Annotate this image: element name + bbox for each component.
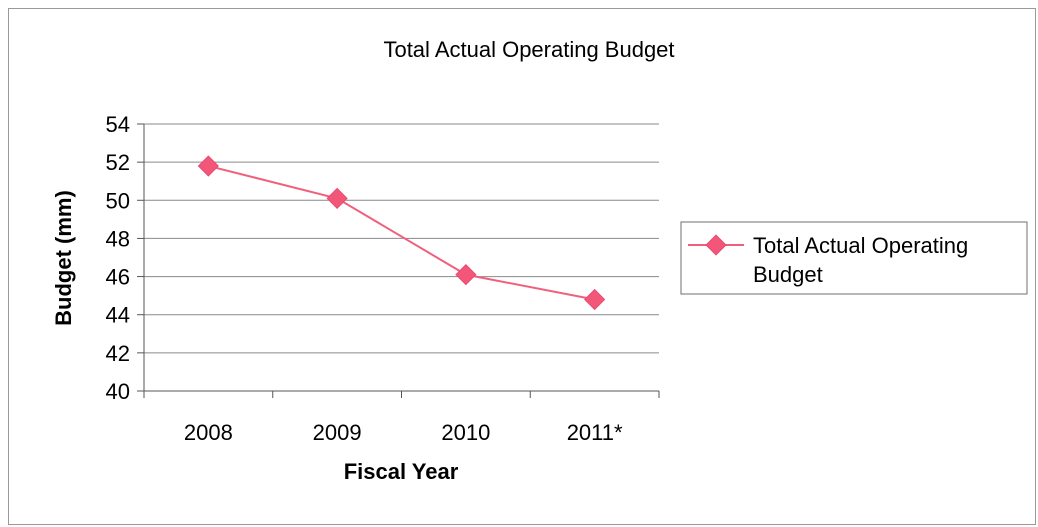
legend-box: [680, 221, 1028, 295]
data-point-marker: [326, 187, 348, 209]
y-tick-label: 52: [106, 150, 130, 175]
y-tick-label: 50: [106, 188, 130, 213]
x-tick-label: 2010: [441, 420, 490, 445]
y-tick-label: 40: [106, 379, 130, 404]
data-point-marker: [197, 155, 219, 177]
x-axis-title: Fiscal Year: [344, 459, 459, 484]
y-tick-label: 44: [106, 303, 130, 328]
x-tick-labels: 2008 2009 2010 2011*: [184, 420, 623, 445]
series-group: [197, 155, 606, 311]
series-line: [208, 164, 595, 301]
chart-title: Total Actual Operating Budget: [383, 37, 674, 62]
axes: [137, 123, 660, 398]
legend-label-line1: Total Actual Operating: [753, 233, 968, 258]
x-tick-label: 2008: [184, 420, 233, 445]
legend[interactable]: Total Actual Operating Budget: [680, 221, 1028, 295]
y-tick-label: 46: [106, 265, 130, 290]
x-tick-label: 2011*: [567, 420, 623, 445]
y-tick-label: 54: [106, 112, 130, 137]
legend-marker: [705, 234, 727, 256]
y-axis-title: Budget (mm): [51, 190, 76, 326]
data-point-marker: [584, 288, 606, 311]
x-tick-label: 2009: [313, 420, 362, 445]
gridlines: [144, 123, 659, 354]
y-tick-label: 48: [106, 226, 130, 251]
y-tick-labels: 40 42 44 46 48 50 52 54: [106, 112, 130, 404]
data-point-marker: [455, 264, 477, 286]
y-tick-label: 42: [106, 341, 130, 366]
legend-label-line2: Budget: [753, 262, 823, 287]
